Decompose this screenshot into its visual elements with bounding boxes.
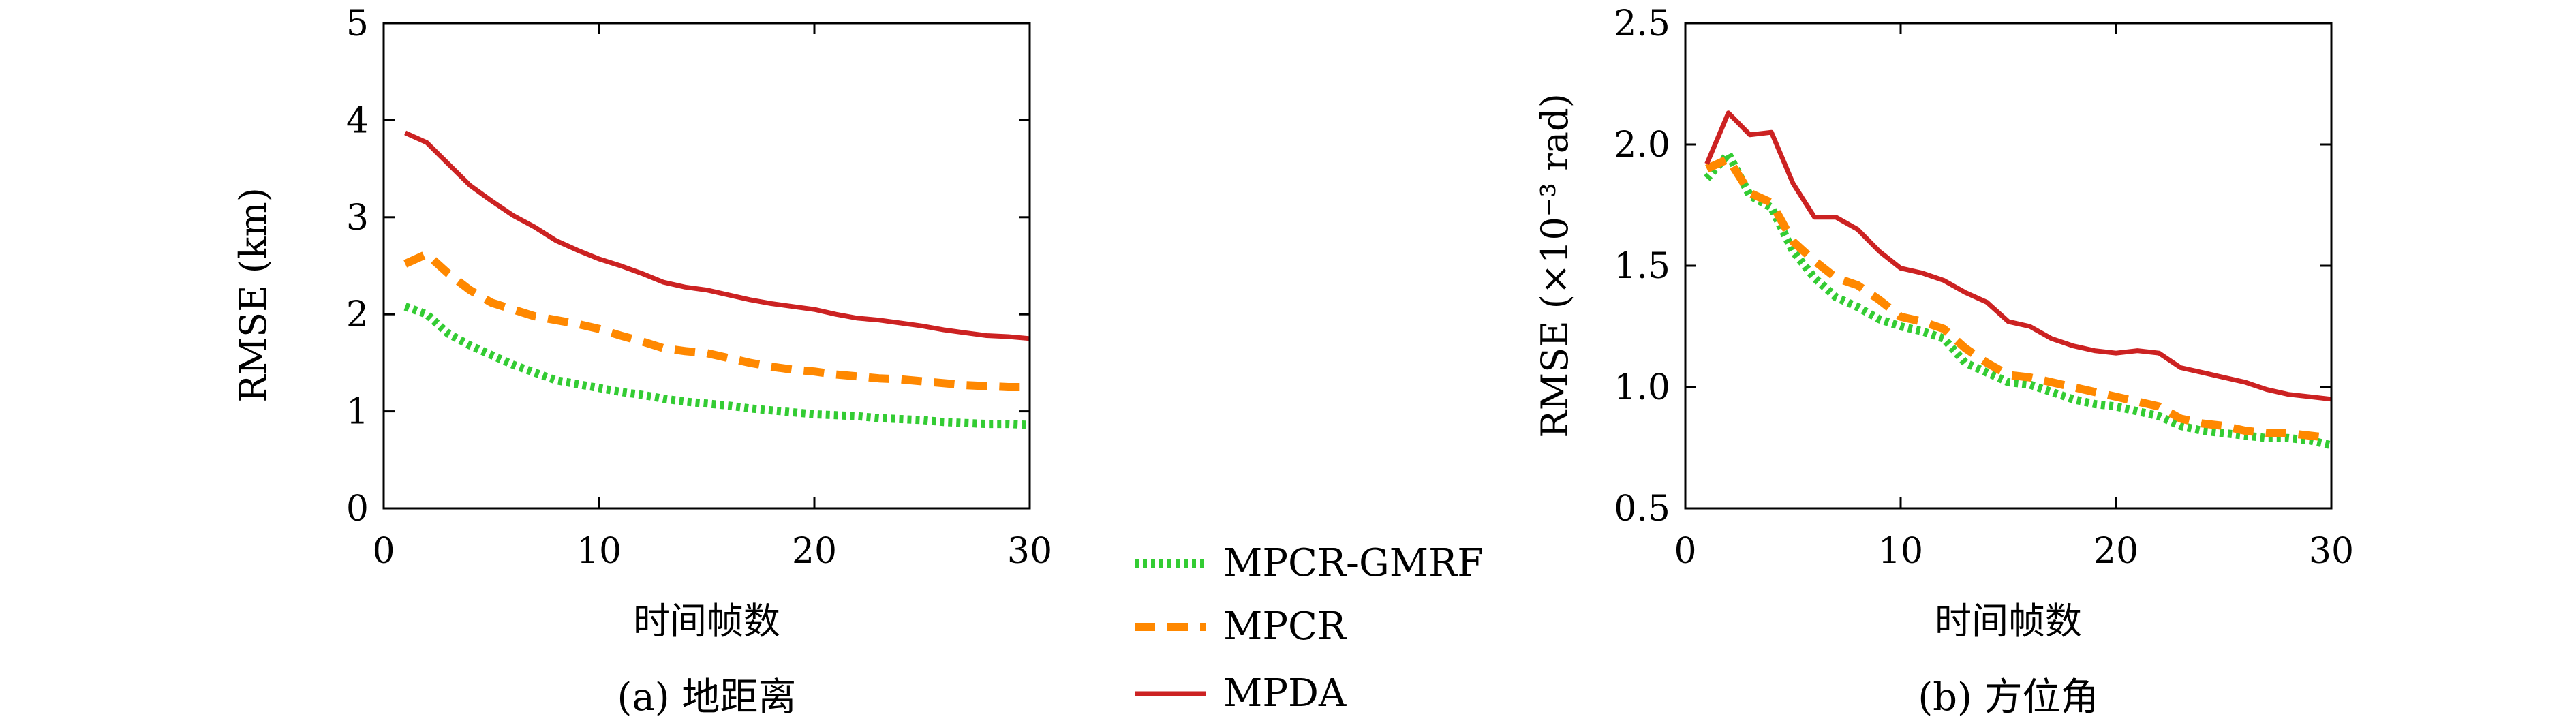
x-axis-label: 时间帧数 <box>1935 600 2082 643</box>
x-tick-label: 20 <box>2094 531 2138 572</box>
series-line-mpcr-gmrf <box>1704 150 2333 450</box>
series-line-mpda <box>1704 110 2332 402</box>
legend: MPCR-GMRF MPCR MPDA <box>1135 541 1484 716</box>
legend-label: MPCR <box>1223 604 1347 649</box>
x-tick-label: 20 <box>792 531 837 572</box>
y-tick-label: 0.5 <box>1614 489 1670 529</box>
legend-item: MPDA <box>1135 671 1347 716</box>
x-tick-label: 0 <box>372 531 395 572</box>
y-tick-label: 1 <box>346 392 369 433</box>
y-tick-label: 2 <box>346 294 369 335</box>
y-tick-label: 2.0 <box>1614 125 1670 166</box>
series-line-mpcr <box>1705 155 2332 442</box>
chart-ground-range: (a) 地距离 时间帧数 RMSE (km) 0 10 20 30 0 1 2 3 4 5 <box>232 3 1052 720</box>
series-line-mpcr <box>403 249 1030 391</box>
plot-frame <box>1684 22 2333 510</box>
x-tick-label: 0 <box>1674 531 1696 572</box>
chart-caption: (b) 方位角 <box>1918 675 2098 720</box>
legend-item: MPCR <box>1135 604 1347 649</box>
legend-label: MPCR-GMRF <box>1223 541 1484 585</box>
x-tick-label: 10 <box>1878 531 1923 572</box>
plot-frame <box>382 22 1031 510</box>
legend-item: MPCR-GMRF <box>1135 541 1484 585</box>
y-axis-label: RMSE (×10⁻³ rad) <box>1533 93 1576 438</box>
x-tick-label: 10 <box>577 531 622 572</box>
x-tick-label: 30 <box>1007 531 1052 572</box>
y-tick-label: 3 <box>346 198 369 239</box>
y-axis-label: RMSE (km) <box>232 187 275 403</box>
y-tick-label: 5 <box>346 3 369 44</box>
series-line-mpcr-gmrf <box>403 303 1030 429</box>
y-tick-label: 1.0 <box>1614 367 1670 408</box>
y-tick-label: 4 <box>346 100 369 141</box>
x-axis-label: 时间帧数 <box>633 600 780 643</box>
chart-azimuth: (b) 方位角 时间帧数 RMSE (×10⁻³ rad) 0 10 20 30 0.5… <box>1533 3 2354 720</box>
y-tick-label: 2.5 <box>1614 3 1670 44</box>
series-line-mpda <box>404 130 1030 341</box>
legend-label: MPDA <box>1223 671 1347 716</box>
y-tick-label: 0 <box>346 489 369 529</box>
x-tick-label: 30 <box>2309 531 2354 572</box>
chart-caption: (a) 地距离 <box>617 675 797 720</box>
y-tick-label: 1.5 <box>1614 246 1670 287</box>
